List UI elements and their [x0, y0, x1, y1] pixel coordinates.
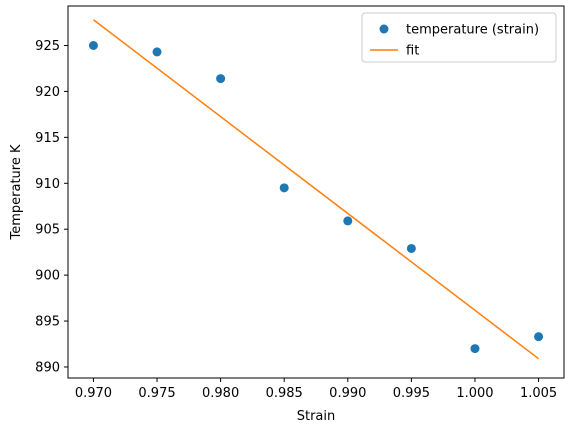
- y-tick-label: 900: [35, 269, 60, 284]
- legend-label-temperature: temperature (strain): [406, 23, 539, 38]
- x-tick-label: 0.975: [138, 386, 175, 401]
- x-axis-label: Strain: [297, 409, 336, 424]
- y-tick-label: 905: [35, 223, 60, 238]
- y-tick-label: 910: [35, 177, 60, 192]
- y-axis-label: Temperature K: [9, 144, 24, 240]
- legend-label-fit: fit: [406, 44, 419, 59]
- series-layer: [88, 19, 544, 360]
- x-tick-label: 0.995: [393, 386, 430, 401]
- data-point: [88, 40, 98, 50]
- y-tick-label: 890: [35, 360, 60, 375]
- data-point: [152, 47, 162, 57]
- x-tick-label: 1.000: [456, 386, 493, 401]
- x-tick-label: 0.980: [202, 386, 239, 401]
- legend-box: [361, 12, 557, 63]
- data-point: [406, 243, 416, 253]
- data-point: [343, 216, 353, 226]
- y-axis-ticks: 890 895 900 905 910 915 920 925: [35, 39, 68, 375]
- y-tick-label: 925: [35, 39, 60, 54]
- x-tick-label: 0.990: [329, 386, 366, 401]
- y-tick-label: 895: [35, 315, 60, 330]
- y-tick-label: 920: [35, 85, 60, 100]
- x-tick-label: 0.985: [266, 386, 303, 401]
- y-tick-label: 915: [35, 131, 60, 146]
- plot-frame: [67, 5, 565, 379]
- x-tick-label: 0.970: [75, 386, 112, 401]
- legend-marker-temperature: [379, 24, 389, 34]
- data-point: [279, 183, 289, 193]
- x-axis-ticks: 0.970 0.975 0.980 0.985 0.990 0.995 1.000 1.005: [75, 378, 557, 401]
- legend: temperature (strain) fit: [361, 12, 557, 63]
- data-point: [470, 344, 480, 354]
- fit-line: [92, 19, 540, 360]
- data-point: [216, 74, 226, 84]
- x-tick-label: 1.005: [520, 386, 557, 401]
- data-point: [534, 332, 544, 342]
